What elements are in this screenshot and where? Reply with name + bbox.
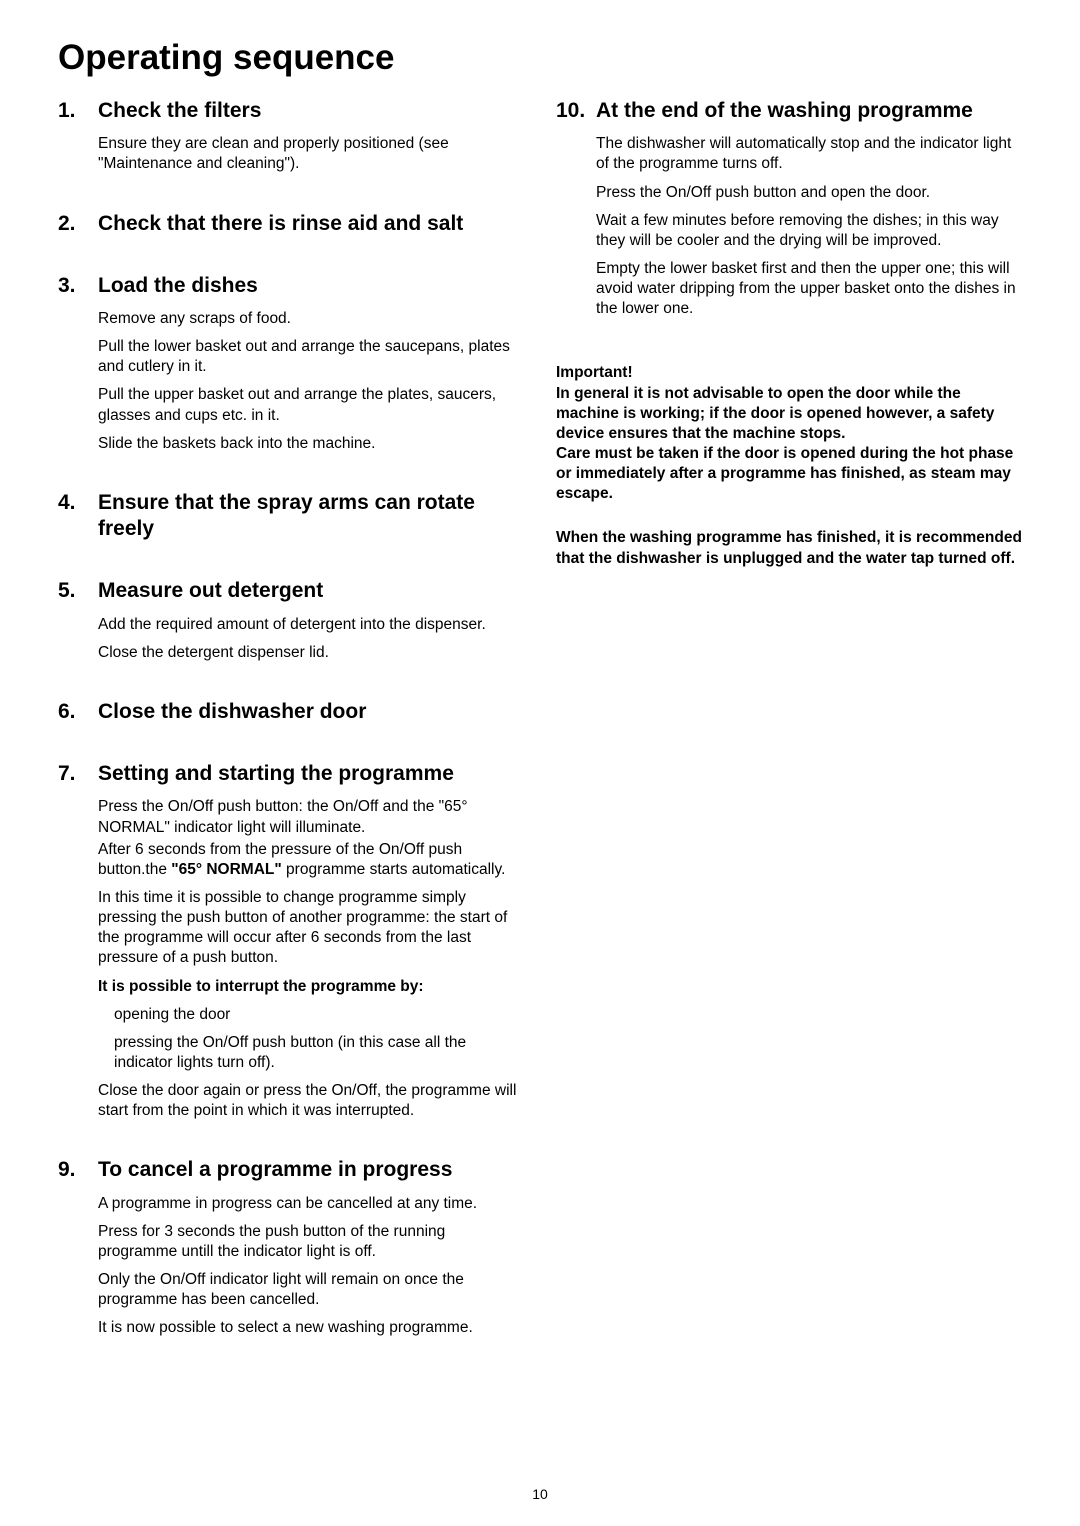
section-heading: 4.Ensure that the spray arms can rotate … [58,490,524,543]
section-number: 1. [58,98,98,124]
recommend-text: When the washing programme has finished,… [556,528,1022,568]
section-9: 9. To cancel a programme in progress A p… [58,1157,524,1338]
section-title: Close the dishwasher door [98,699,524,725]
section-10-heading: 10. At the end of the washing programme [556,98,1022,124]
section-1: 1.Check the filters Ensure they are clean… [58,98,524,175]
section-heading: 1.Check the filters [58,98,524,124]
interrupt-list: opening the door pressing the On/Off push… [98,1005,524,1073]
section-number: 2. [58,211,98,237]
body-text: Only the On/Off indicator light will rem… [98,1270,524,1310]
section-title: Setting and starting the programme [98,761,524,787]
section-title: To cancel a programme in progress [98,1157,524,1183]
section-title: Check the filters [98,98,524,124]
list-item: opening the door [114,1005,524,1025]
section-title: Load the dishes [98,273,524,299]
page-number: 10 [0,1486,1080,1502]
important-label: Important! [556,363,1022,383]
body-text: Pull the upper basket out and arrange th… [98,385,524,425]
section-number: 6. [58,699,98,725]
section-7-heading: 7. Setting and starting the programme [58,761,524,787]
body-text-bold: "65° NORMAL" [171,861,281,878]
section-heading: 5.Measure out detergent [58,578,524,604]
section-number: 10. [556,98,596,124]
body-text: After 6 seconds from the pressure of the… [98,840,524,880]
section-body: Add the required amount of detergent int… [58,615,524,663]
body-text: Slide the baskets back into the machine. [98,434,524,454]
section-body: Ensure they are clean and properly posit… [58,134,524,174]
section-title: Measure out detergent [98,578,524,604]
section-7: 7. Setting and starting the programme Pr… [58,761,524,1121]
section-number: 9. [58,1157,98,1183]
body-text: Close the detergent dispenser lid. [98,643,524,663]
body-text: Press the On/Off push button: the On/Off… [98,797,524,837]
body-text: Wait a few minutes before removing the d… [596,211,1022,251]
body-text: Empty the lower basket first and then th… [596,259,1022,319]
important-text: In general it is not advisable to open t… [556,384,1022,505]
section-title: Ensure that the spray arms can rotate fr… [98,490,524,543]
section-6: 6.Close the dishwasher door [58,699,524,725]
section-4: 4.Ensure that the spray arms can rotate … [58,490,524,543]
body-text: Press the On/Off push button and open th… [596,183,1022,203]
section-5: 5.Measure out detergent Add the required … [58,578,524,663]
body-text: Add the required amount of detergent int… [98,615,524,635]
section-number: 5. [58,578,98,604]
section-body: Remove any scraps of food. Pull the lower… [58,309,524,454]
section-heading: 3.Load the dishes [58,273,524,299]
section-7-body: Press the On/Off push button: the On/Off… [58,797,524,1121]
body-text: It is now possible to select a new washi… [98,1318,524,1338]
section-number: 3. [58,273,98,299]
page-title: Operating sequence [58,38,1022,78]
section-10-body: The dishwasher will automatically stop a… [556,134,1022,319]
body-text: The dishwasher will automatically stop a… [596,134,1022,174]
right-column: 10. At the end of the washing programme … [556,98,1022,1374]
section-number: 7. [58,761,98,787]
section-2: 2.Check that there is rinse aid and salt [58,211,524,237]
interrupt-label: It is possible to interrupt the programm… [98,977,524,997]
body-text: Close the door again or press the On/Off… [98,1081,524,1121]
body-text: Press for 3 seconds the push button of t… [98,1222,524,1262]
section-heading: 6.Close the dishwasher door [58,699,524,725]
body-text: Ensure they are clean and properly posit… [98,134,524,174]
section-3: 3.Load the dishes Remove any scraps of fo… [58,273,524,454]
body-text-span: programme starts automatically. [282,861,506,878]
section-number: 4. [58,490,98,516]
section-title: At the end of the washing programme [596,98,1022,124]
list-item: pressing the On/Off push button (in this… [114,1033,524,1073]
body-text: Remove any scraps of food. [98,309,524,329]
section-9-heading: 9. To cancel a programme in progress [58,1157,524,1183]
body-text: In this time it is possible to change pr… [98,888,524,969]
important-block: Important! In general it is not advisabl… [556,363,1022,504]
body-text: A programme in progress can be cancelled… [98,1194,524,1214]
content-columns: 1.Check the filters Ensure they are clean… [58,98,1022,1374]
body-text: Pull the lower basket out and arrange th… [98,337,524,377]
section-10: 10. At the end of the washing programme … [556,98,1022,319]
section-9-body: A programme in progress can be cancelled… [58,1194,524,1339]
section-title: Check that there is rinse aid and salt [98,211,524,237]
left-column: 1.Check the filters Ensure they are clean… [58,98,524,1374]
section-heading: 2.Check that there is rinse aid and salt [58,211,524,237]
